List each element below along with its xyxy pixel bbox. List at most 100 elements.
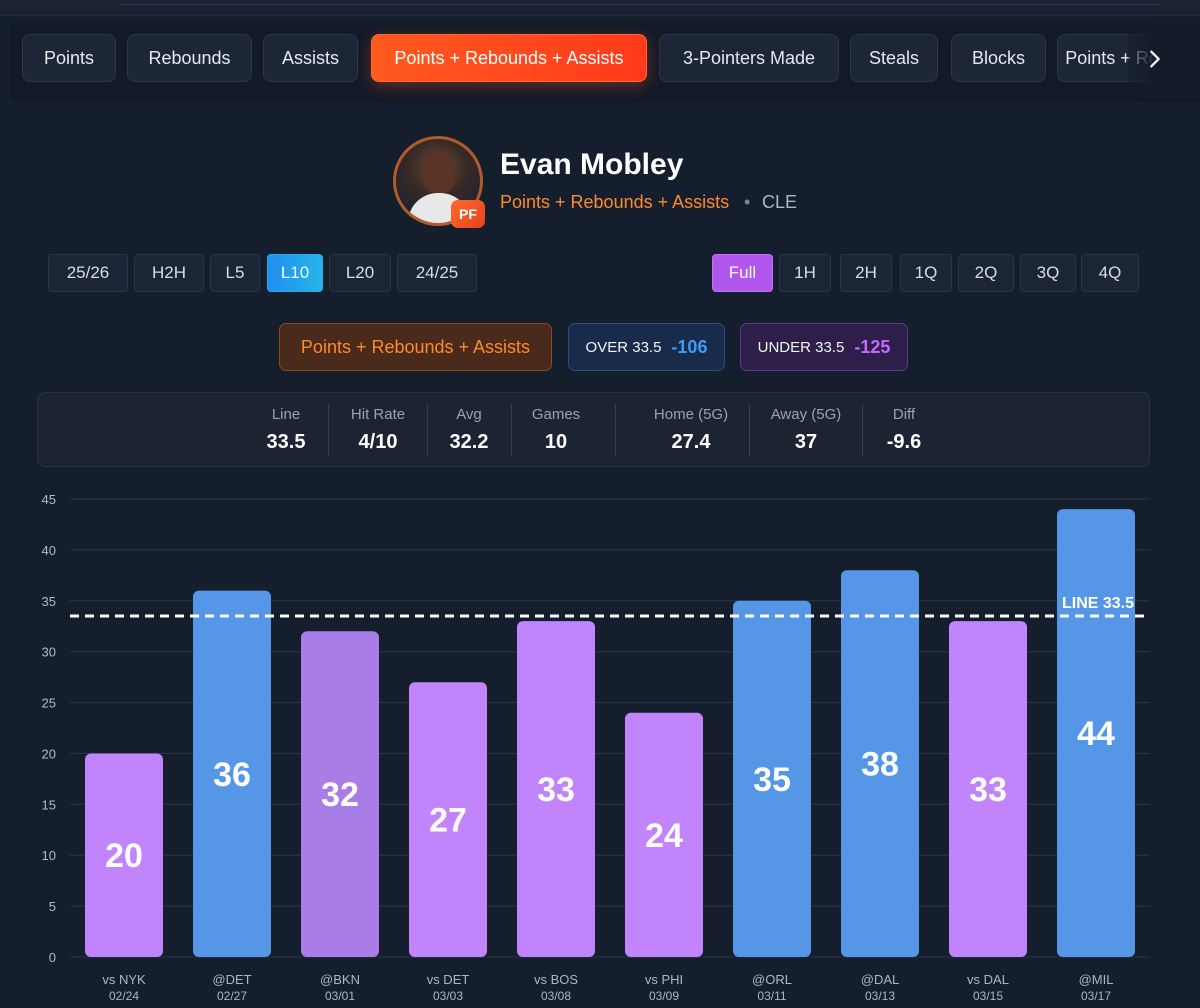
- stat-line: Line 33.5: [256, 393, 316, 468]
- stat-hit-rate-value: 4/10: [358, 431, 398, 453]
- half-pill-2q[interactable]: 2Q: [958, 254, 1014, 292]
- player-team: CLE: [762, 192, 798, 212]
- stat-home: Home (5G) 27.4: [641, 393, 741, 468]
- period-pill-h2h[interactable]: H2H: [134, 254, 204, 292]
- x-tick-date: 03/17: [1081, 989, 1111, 1003]
- x-tick-date: 03/08: [541, 989, 571, 1003]
- period-pill-24-25[interactable]: 24/25: [397, 254, 477, 292]
- chevron-right-icon: [1150, 50, 1160, 68]
- tab-3-pointers-made[interactable]: 3-Pointers Made: [659, 34, 839, 82]
- under-button[interactable]: UNDER 33.5 -125: [740, 323, 908, 371]
- x-tick-label: @DET: [212, 972, 251, 987]
- tab-rebounds[interactable]: Rebounds: [127, 34, 252, 82]
- bar-value-label: 33: [537, 771, 575, 809]
- period-pill-25-26[interactable]: 25/26: [48, 254, 128, 292]
- stat-games: Games 10: [516, 393, 596, 468]
- half-pill-3q[interactable]: 3Q: [1020, 254, 1076, 292]
- stat-away-label: Away (5G): [770, 406, 842, 423]
- y-tick-label: 45: [42, 492, 56, 507]
- summary-panel: Line 33.5 Hit Rate 4/10 Avg 32.2 Games 1…: [37, 392, 1150, 467]
- y-tick-label: 0: [49, 950, 56, 965]
- x-tick-date: 03/09: [649, 989, 679, 1003]
- y-tick-label: 20: [42, 746, 56, 761]
- half-pill-2h[interactable]: 2H: [840, 254, 892, 292]
- bar: [949, 621, 1027, 957]
- prop-line-label: LINE 33.5: [1062, 595, 1134, 612]
- bar: [193, 590, 271, 957]
- half-pill-1q[interactable]: 1Q: [900, 254, 952, 292]
- y-tick-label: 40: [42, 543, 56, 558]
- y-tick-label: 30: [42, 645, 56, 660]
- stat-diff: Diff -9.6: [874, 393, 934, 468]
- player-name: Evan Mobley: [500, 148, 684, 181]
- bar-value-label: 24: [645, 817, 683, 855]
- bar: [841, 570, 919, 957]
- period-pill-l5[interactable]: L5: [210, 254, 260, 292]
- tab-steals[interactable]: Steals: [850, 34, 938, 82]
- x-tick-label: vs NYK: [102, 972, 146, 987]
- stat-avg-value: 32.2: [449, 431, 489, 453]
- x-tick-date: 03/01: [325, 989, 355, 1003]
- bar-value-label: 35: [753, 761, 791, 799]
- x-tick-label: @MIL: [1079, 972, 1114, 987]
- x-tick-date: 02/27: [217, 989, 247, 1003]
- half-pill-1h[interactable]: 1H: [779, 254, 831, 292]
- stat-diff-label: Diff: [892, 406, 916, 423]
- x-tick-date: 03/13: [865, 989, 895, 1003]
- half-pill-full[interactable]: Full: [712, 254, 773, 292]
- over-button[interactable]: OVER 33.5 -106: [568, 323, 725, 371]
- stat-home-value: 27.4: [671, 431, 711, 453]
- tab-points-rebounds-assists[interactable]: Points + Rebounds + Assists: [371, 34, 647, 82]
- stat-line-label: Line: [271, 406, 301, 423]
- x-tick-date: 03/15: [973, 989, 1003, 1003]
- stat-hit-rate: Hit Rate 4/10: [338, 393, 418, 468]
- bar-chart-svg: 0 5 10 15 20 25 30 35 40 45 20 vs NYK 02/24 36 @DET 02/…: [42, 492, 1150, 1003]
- x-tick-label: vs BOS: [534, 972, 578, 987]
- bar-value-label: 38: [861, 746, 899, 784]
- stat-games-value: 10: [544, 431, 568, 453]
- bar: [409, 682, 487, 957]
- stat-away: Away (5G) 37: [756, 393, 856, 468]
- x-tick-label: @ORL: [752, 972, 792, 987]
- bar-value-label: 32: [321, 776, 359, 814]
- player-stat-label: Points + Rebounds + Assists: [500, 192, 730, 212]
- position-badge: PF: [451, 200, 485, 228]
- x-tick-label: vs PHI: [645, 972, 683, 987]
- x-tick-date: 02/24: [109, 989, 139, 1003]
- x-tick-label: @BKN: [320, 972, 360, 987]
- over-odds: -106: [671, 336, 708, 357]
- bar-value-label: 36: [213, 756, 251, 794]
- bar: [301, 631, 379, 957]
- y-tick-label: 10: [42, 848, 56, 863]
- x-tick-date: 03/03: [433, 989, 463, 1003]
- under-odds: -125: [854, 336, 891, 357]
- tabs-scroll-right-button[interactable]: [1128, 20, 1200, 98]
- x-tick-label: @DAL: [861, 972, 900, 987]
- tab-blocks[interactable]: Blocks: [951, 34, 1046, 82]
- stat-tabs-bar: Points Rebounds Assists Points + Rebounds +…: [10, 20, 1200, 102]
- separator-dot: •: [744, 192, 751, 212]
- game-log-chart: 0 5 10 15 20 25 30 35 40 45 20 vs NYK 02/24 36 @DET 02/…: [0, 480, 1200, 1008]
- stat-line-value: 33.5: [266, 431, 306, 453]
- prop-market-button[interactable]: Points + Rebounds + Assists: [279, 323, 552, 371]
- period-pill-l20[interactable]: L20: [329, 254, 391, 292]
- y-tick-label: 35: [42, 594, 56, 609]
- stat-avg: Avg 32.2: [438, 393, 500, 468]
- bar-value-label: 20: [105, 837, 143, 875]
- tab-assists[interactable]: Assists: [263, 34, 358, 82]
- x-tick-date: 03/11: [757, 989, 786, 1003]
- half-pill-4q[interactable]: 4Q: [1081, 254, 1139, 292]
- stat-diff-value: -9.6: [886, 431, 922, 453]
- y-tick-label: 25: [42, 696, 56, 711]
- period-pill-l10[interactable]: L10: [267, 254, 323, 292]
- x-tick-label: vs DET: [427, 972, 470, 987]
- bar: [733, 600, 811, 957]
- over-label: OVER 33.5: [585, 338, 662, 356]
- bar: [1057, 509, 1135, 957]
- tab-points[interactable]: Points: [22, 34, 116, 82]
- bar-value-label: 27: [429, 802, 467, 840]
- stat-home-label: Home (5G): [653, 406, 729, 423]
- stat-hit-rate-label: Hit Rate: [350, 406, 406, 423]
- window-top-bar: [0, 0, 1200, 16]
- under-label: UNDER 33.5: [757, 338, 845, 356]
